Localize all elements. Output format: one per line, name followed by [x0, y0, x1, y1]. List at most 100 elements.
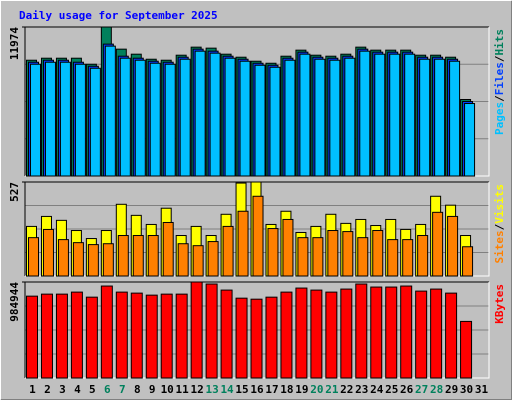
x-tick-label: 29 — [445, 383, 458, 396]
bar — [117, 235, 129, 277]
bar — [72, 242, 84, 277]
x-tick-label: 6 — [104, 383, 111, 396]
x-tick-label: 23 — [355, 383, 368, 396]
bar — [160, 293, 173, 379]
y-tick-label: 11974 — [8, 27, 21, 60]
x-tick-label: 21 — [325, 383, 339, 396]
x-tick-label: 5 — [89, 383, 96, 396]
bar — [370, 286, 383, 379]
x-tick-label: 17 — [265, 383, 278, 396]
x-tick-label: 1 — [29, 383, 36, 396]
bar — [267, 228, 279, 277]
bar — [42, 228, 54, 277]
bar — [462, 246, 474, 277]
bar — [297, 237, 309, 277]
x-tick-label: 19 — [295, 383, 308, 396]
bar — [40, 293, 53, 379]
x-tick-label: 31 — [475, 383, 489, 396]
bar — [177, 243, 189, 277]
legend: Pages/Files/Hits — [493, 29, 506, 135]
x-tick-label: 18 — [280, 383, 293, 396]
bar — [344, 57, 356, 177]
x-tick-label: 15 — [235, 383, 248, 396]
legend-separator: / — [493, 55, 506, 62]
x-tick-label: 13 — [205, 383, 218, 396]
bar — [387, 239, 399, 277]
bar — [70, 291, 83, 379]
legend-entry: Hits — [493, 29, 506, 56]
bar — [415, 290, 428, 379]
bar — [430, 288, 443, 379]
legend-entry: Visits — [493, 184, 506, 224]
bar — [252, 195, 264, 277]
bar — [87, 244, 99, 277]
bar — [190, 281, 203, 379]
x-tick-label: 25 — [385, 383, 398, 396]
bar — [104, 45, 116, 177]
x-tick-label: 16 — [250, 383, 264, 396]
bar — [295, 287, 308, 379]
bar — [59, 61, 71, 177]
bar — [102, 243, 114, 277]
legend-entry: KBytes — [493, 284, 506, 324]
bar — [74, 63, 86, 177]
y-tick-label: 527 — [8, 182, 21, 202]
legend-entry: Pages — [493, 102, 506, 135]
bar — [254, 64, 266, 177]
bar — [220, 289, 233, 379]
bar — [325, 291, 338, 379]
graph-title: Daily usage for September 2025 — [19, 9, 218, 22]
bar — [447, 215, 459, 277]
bar — [449, 60, 461, 177]
bar — [329, 59, 341, 177]
bar — [57, 239, 69, 277]
bar — [205, 283, 218, 379]
y-tick-label: 984944 — [8, 282, 21, 322]
x-tick-label: 10 — [161, 383, 174, 396]
bar — [130, 292, 143, 379]
bar — [85, 296, 98, 379]
bar — [464, 103, 476, 177]
x-tick-label: 2 — [44, 383, 51, 396]
bar — [30, 63, 41, 177]
bar — [194, 50, 206, 177]
bar — [115, 291, 128, 379]
bar — [269, 66, 281, 177]
bar — [164, 63, 176, 177]
bar — [327, 230, 339, 277]
bar — [342, 231, 354, 277]
legend-separator: / — [493, 223, 506, 230]
bar — [357, 237, 369, 277]
bar — [385, 286, 398, 379]
bar — [179, 58, 191, 177]
legend-separator: / — [493, 95, 506, 102]
bar — [119, 57, 131, 177]
x-tick-label: 22 — [340, 383, 353, 396]
bar — [26, 295, 38, 379]
bar — [389, 53, 401, 177]
bar — [175, 293, 188, 379]
bar — [355, 283, 368, 379]
bar — [445, 292, 458, 379]
bar — [222, 225, 234, 277]
bar — [237, 210, 249, 277]
x-tick-label: 9 — [149, 383, 156, 396]
bar — [280, 291, 293, 379]
legend-entry: Files — [493, 62, 506, 95]
bar — [28, 237, 39, 277]
bar — [284, 59, 296, 177]
legend-entry: Sites — [493, 230, 506, 263]
bar — [209, 52, 221, 177]
bar — [374, 53, 386, 177]
bar — [417, 235, 429, 277]
x-tick-label: 4 — [74, 383, 81, 396]
bar — [235, 297, 248, 379]
bar — [100, 285, 113, 379]
x-tick-label: 8 — [134, 383, 141, 396]
bar — [265, 296, 278, 379]
x-tick-label: 27 — [415, 383, 428, 396]
bar — [207, 241, 219, 277]
bar — [145, 294, 158, 379]
